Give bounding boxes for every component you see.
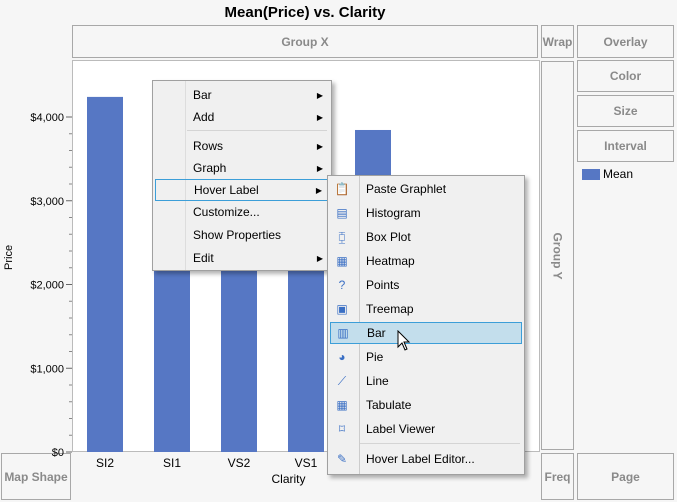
page-zone[interactable]: Page (577, 453, 674, 500)
submenu-item-label: Pie (366, 350, 384, 364)
submenu-item-label: Hover Label Editor... (366, 452, 475, 466)
heatmap-icon: ▦ (336, 254, 348, 268)
color-zone[interactable]: Color (577, 60, 674, 92)
submenu-item-bar[interactable]: ▥ Bar (330, 322, 522, 344)
menu-item-bar[interactable]: Bar ▶ (155, 84, 329, 106)
overlay-zone[interactable]: Overlay (577, 25, 674, 58)
menu-item-rows[interactable]: Rows ▶ (155, 135, 329, 157)
wrap-zone[interactable]: Wrap (541, 25, 574, 58)
submenu-item-label: Box Plot (366, 230, 411, 244)
interval-zone[interactable]: Interval (577, 130, 674, 162)
submenu-item-label: Paste Graphlet (366, 182, 447, 196)
menu-item-label: Bar (193, 88, 212, 102)
points-icon: ? (338, 278, 346, 292)
y-tick-label: $3,000 (30, 196, 64, 208)
freq-zone[interactable]: Freq (541, 453, 574, 500)
submenu-arrow-icon: ▶ (316, 141, 323, 151)
submenu-arrow-icon: ▶ (315, 185, 322, 195)
treemap-icon: ▣ (336, 302, 348, 316)
menu-item-hover-label[interactable]: Hover Label ▶ (155, 179, 329, 201)
submenu-item-label: Points (366, 278, 400, 292)
menu-item-label: Add (193, 110, 215, 124)
bar-SI2[interactable] (87, 96, 123, 453)
submenu-item-label: Line (366, 374, 389, 388)
submenu-item-line[interactable]: ⟋ Line (330, 370, 522, 392)
menu-item-customize[interactable]: Customize... (155, 201, 329, 223)
submenu-item-treemap[interactable]: ▣ Treemap (330, 298, 522, 320)
submenu-item-label: Bar (367, 326, 386, 340)
tabulate-icon: ▦ (336, 398, 348, 412)
submenu-item-label: Tabulate (366, 398, 412, 412)
map-shape-zone[interactable]: Map Shape (1, 453, 71, 500)
submenu-item-hover-label-editor[interactable]: ✎ Hover Label Editor... (330, 448, 522, 470)
legend-swatch (582, 168, 600, 180)
mouse-cursor-icon (397, 330, 411, 351)
paste-icon: 📋 (334, 182, 350, 196)
x-tick-label: SI1 (163, 456, 181, 470)
x-tick-label: VS2 (228, 456, 251, 470)
context-menu: Bar ▶ Add ▶ Rows ▶ Graph ▶ Hover Label ▶ Customize… (152, 80, 332, 271)
pie-icon: ◕ (338, 350, 346, 364)
submenu-item-tabulate[interactable]: ▦ Tabulate (330, 394, 522, 416)
legend: Mean (582, 167, 633, 181)
legend-label: Mean (603, 167, 634, 181)
menu-item-label: Graph (193, 161, 227, 175)
submenu-arrow-icon: ▶ (316, 253, 323, 263)
x-tick-label: VS1 (295, 456, 318, 470)
submenu-item-label: Heatmap (366, 254, 415, 268)
hover-label-submenu: 📋 Paste Graphlet ▤ Histogram ⧮ Box Plot ▦ Heatm… (327, 175, 525, 475)
menu-item-label: Edit (193, 251, 214, 265)
menu-item-label: Customize... (193, 205, 260, 219)
y-tick-label: $1,000 (30, 363, 64, 375)
menu-item-edit[interactable]: Edit ▶ (155, 247, 329, 269)
menu-item-label: Hover Label (194, 183, 259, 197)
submenu-item-points[interactable]: ? Points (330, 274, 522, 296)
menu-item-label: Show Properties (193, 228, 282, 242)
submenu-arrow-icon: ▶ (316, 163, 323, 173)
submenu-arrow-icon: ▶ (316, 112, 323, 122)
histogram-icon: ▤ (336, 206, 348, 220)
size-zone[interactable]: Size (577, 95, 674, 127)
chart-title: Mean(Price) vs. Clarity (224, 4, 386, 21)
submenu-item-histogram[interactable]: ▤ Histogram (330, 202, 522, 224)
label-viewer-icon: ⌑ (338, 422, 346, 436)
y-tick-label: $4,000 (30, 112, 64, 124)
menu-item-add[interactable]: Add ▶ (155, 106, 329, 128)
submenu-item-pie[interactable]: ◕ Pie (330, 346, 522, 368)
submenu-arrow-icon: ▶ (316, 90, 323, 100)
submenu-item-label: Histogram (366, 206, 421, 220)
line-icon: ⟋ (337, 373, 347, 388)
submenu-item-label: Treemap (366, 302, 414, 316)
y-tick-label: $0 (52, 447, 64, 459)
group-x-zone[interactable]: Group X (72, 25, 538, 58)
menu-item-graph[interactable]: Graph ▶ (155, 157, 329, 179)
x-axis-title[interactable]: Clarity (271, 472, 306, 486)
menu-item-show-properties[interactable]: Show Properties (155, 224, 329, 246)
submenu-item-label: Label Viewer (366, 422, 436, 436)
submenu-item-label-viewer[interactable]: ⌑ Label Viewer (330, 418, 522, 440)
boxplot-icon: ⧮ (338, 229, 346, 244)
submenu-item-heatmap[interactable]: ▦ Heatmap (330, 250, 522, 272)
group-y-zone[interactable]: Group Y (541, 61, 574, 450)
x-tick-label: SI2 (96, 456, 114, 470)
submenu-item-paste-graphlet[interactable]: 📋 Paste Graphlet (330, 178, 522, 200)
menu-item-label: Rows (193, 139, 224, 153)
pencil-icon: ✎ (336, 452, 348, 466)
y-tick-label: $2,000 (30, 280, 64, 292)
bar-icon: ▥ (337, 326, 349, 340)
submenu-item-box-plot[interactable]: ⧮ Box Plot (330, 226, 522, 248)
